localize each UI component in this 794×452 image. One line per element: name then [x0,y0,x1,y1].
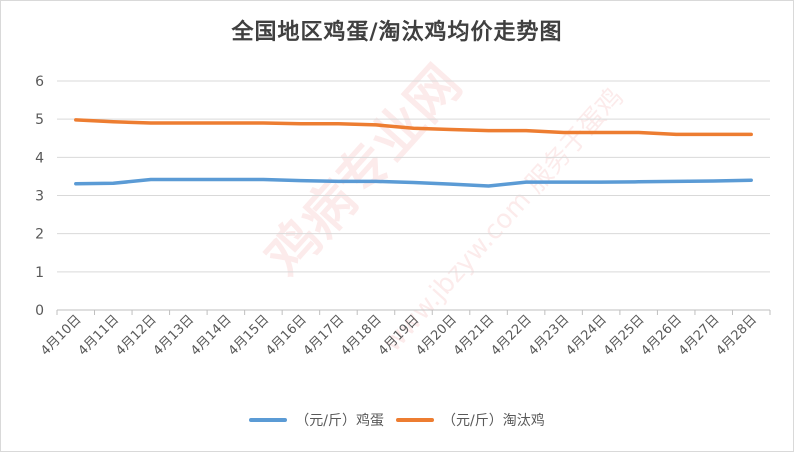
x-tick-label: 4月26日 [638,312,685,359]
x-tick-label: 4月24日 [563,312,610,359]
x-tick-label: 4月12日 [113,312,160,359]
y-tick-label: 0 [35,303,44,319]
x-tick-label: 4月10日 [38,312,85,359]
series-line-eggs [74,177,753,188]
legend-item-eggs: （元/斤）鸡蛋 [249,410,384,430]
legend-swatch-culled-hens [396,418,434,422]
legend-item-culled-hens: （元/斤）淘汰鸡 [396,410,545,430]
x-tick-label: 4月15日 [226,312,273,359]
y-tick-label: 3 [35,189,44,205]
x-tick-label: 4月14日 [188,312,235,359]
x-tick-label: 4月21日 [451,312,498,359]
y-tick-label: 5 [35,112,44,128]
legend-label-eggs: （元/斤）鸡蛋 [295,413,384,429]
y-tick-label: 1 [35,265,44,281]
grid-lines [57,80,770,311]
y-axis-ticks: 0 1 2 3 4 5 6 [35,74,44,319]
x-tick-label: 4月28日 [714,312,761,359]
x-tick-label: 4月17日 [301,312,348,359]
x-tick-label: 4月19日 [376,312,423,359]
legend: （元/斤）鸡蛋 （元/斤）淘汰鸡 [0,408,794,432]
x-tick-label: 4月18日 [338,312,385,359]
x-tick-label: 4月23日 [526,312,573,359]
x-tick-label: 4月20日 [413,312,460,359]
x-axis: 4月10日4月11日4月12日4月13日4月14日4月15日4月16日4月17日… [38,310,771,359]
legend-swatch-eggs [249,418,288,422]
chart-title: 全国地区鸡蛋/淘汰鸡均价走势图 [231,20,563,45]
y-tick-label: 4 [35,150,44,166]
x-tick-label: 4月27日 [676,312,723,359]
x-tick-label: 4月13日 [151,312,198,359]
x-tick-label: 4月16日 [263,312,310,359]
y-tick-label: 2 [35,227,44,243]
y-tick-label: 6 [35,74,44,90]
series-lines [74,118,753,188]
x-tick-label: 4月11日 [76,312,123,359]
x-tick-label: 4月25日 [601,312,648,359]
x-tick-label: 4月22日 [488,312,535,359]
legend-label-culled-hens: （元/斤）淘汰鸡 [442,413,545,429]
series-line-culled-hens [74,118,753,137]
